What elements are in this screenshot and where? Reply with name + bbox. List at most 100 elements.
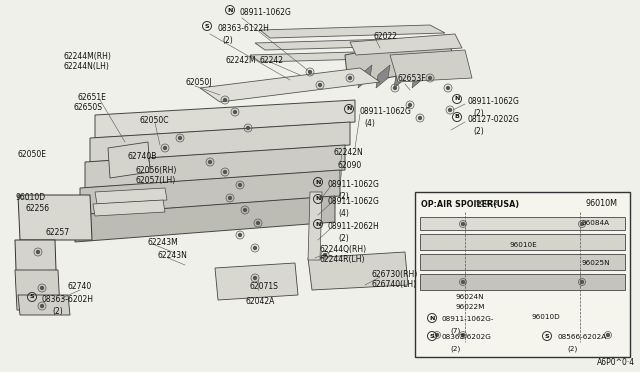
Text: 62056(RH): 62056(RH) — [136, 166, 177, 175]
Text: 62651E: 62651E — [78, 93, 107, 102]
Polygon shape — [390, 50, 472, 82]
Text: (4): (4) — [338, 209, 349, 218]
Polygon shape — [215, 263, 298, 300]
Circle shape — [209, 160, 211, 164]
Text: (2): (2) — [473, 109, 484, 118]
Bar — [415, 192, 630, 357]
Polygon shape — [18, 195, 92, 240]
Polygon shape — [308, 252, 408, 290]
Text: 08127-0202G: 08127-0202G — [467, 115, 519, 124]
Text: 62042A: 62042A — [245, 297, 275, 306]
Polygon shape — [260, 25, 445, 38]
Text: (2): (2) — [338, 192, 349, 201]
Text: (2): (2) — [52, 307, 63, 316]
Text: S: S — [545, 334, 549, 339]
Text: 62071S: 62071S — [250, 282, 279, 291]
Circle shape — [40, 305, 44, 308]
Text: 08911-2062H: 08911-2062H — [328, 222, 380, 231]
Circle shape — [223, 99, 227, 102]
Text: 62257: 62257 — [46, 228, 70, 237]
Text: 08911-1062G: 08911-1062G — [359, 107, 411, 116]
Text: 62650S: 62650S — [74, 103, 103, 112]
Polygon shape — [75, 196, 335, 242]
Text: 96010E: 96010E — [510, 242, 538, 248]
Text: 08911-1062G: 08911-1062G — [328, 180, 380, 189]
Text: (2): (2) — [473, 127, 484, 136]
Circle shape — [308, 71, 312, 74]
Polygon shape — [15, 240, 57, 300]
Polygon shape — [420, 274, 625, 290]
Text: 62242M: 62242M — [225, 56, 255, 65]
Circle shape — [429, 77, 431, 80]
Circle shape — [246, 126, 250, 129]
Circle shape — [394, 87, 397, 90]
Text: 62050E: 62050E — [18, 150, 47, 159]
Polygon shape — [200, 68, 380, 102]
Circle shape — [257, 221, 259, 224]
Polygon shape — [345, 35, 458, 85]
Text: N: N — [227, 7, 233, 13]
Text: OP:AIR SPOILER(USA): OP:AIR SPOILER(USA) — [421, 199, 519, 208]
Text: 62244R(LH): 62244R(LH) — [320, 255, 365, 264]
Polygon shape — [376, 65, 390, 88]
Polygon shape — [420, 254, 625, 270]
Polygon shape — [95, 188, 167, 204]
Text: 08363-6202H: 08363-6202H — [42, 295, 94, 304]
Text: (2): (2) — [450, 346, 460, 353]
Text: 62653F: 62653F — [398, 74, 427, 83]
Text: N: N — [316, 180, 321, 185]
Text: 62244N(LH): 62244N(LH) — [63, 62, 109, 71]
Circle shape — [435, 334, 438, 337]
Circle shape — [349, 77, 351, 80]
Circle shape — [253, 247, 257, 250]
Polygon shape — [80, 170, 340, 215]
Text: S: S — [29, 295, 35, 299]
Text: 08363-6122H: 08363-6122H — [217, 24, 269, 33]
Polygon shape — [18, 295, 70, 315]
Circle shape — [243, 208, 246, 212]
Circle shape — [239, 183, 241, 186]
Circle shape — [449, 109, 451, 112]
Text: 62022: 62022 — [374, 32, 398, 41]
Polygon shape — [90, 122, 350, 162]
Text: (2): (2) — [222, 36, 233, 45]
Polygon shape — [420, 217, 625, 230]
Text: A6P0^0·4: A6P0^0·4 — [597, 358, 635, 367]
Text: 62050C: 62050C — [140, 116, 170, 125]
Text: 626730(RH): 626730(RH) — [372, 270, 419, 279]
Text: 62057(LH): 62057(LH) — [136, 176, 176, 185]
Circle shape — [607, 334, 609, 337]
Circle shape — [580, 222, 584, 225]
Circle shape — [580, 280, 584, 283]
Text: 96025N: 96025N — [582, 260, 611, 266]
Text: 08911-1062G: 08911-1062G — [328, 197, 380, 206]
Text: 62244Q(RH): 62244Q(RH) — [320, 245, 367, 254]
Text: 62740: 62740 — [68, 282, 92, 291]
Text: 96084A: 96084A — [582, 220, 610, 226]
Polygon shape — [255, 38, 443, 50]
Text: 08566-6202A: 08566-6202A — [557, 334, 606, 340]
Text: N: N — [429, 315, 435, 321]
Circle shape — [408, 103, 412, 106]
Polygon shape — [394, 65, 408, 88]
Circle shape — [447, 87, 449, 90]
Polygon shape — [308, 192, 322, 260]
Circle shape — [461, 334, 465, 337]
Circle shape — [319, 83, 321, 87]
Circle shape — [253, 276, 257, 279]
Text: 96010M: 96010M — [585, 199, 617, 208]
Text: 62243N: 62243N — [158, 251, 188, 260]
Text: 96022: 96022 — [476, 200, 499, 206]
Polygon shape — [85, 145, 345, 188]
Text: (4): (4) — [364, 119, 375, 128]
Circle shape — [234, 110, 237, 113]
Text: 626740(LH): 626740(LH) — [372, 280, 417, 289]
Circle shape — [461, 222, 465, 225]
Text: 62243M: 62243M — [148, 238, 179, 247]
Text: S: S — [429, 334, 435, 339]
Circle shape — [223, 170, 227, 173]
Text: B: B — [454, 115, 460, 119]
Text: 08363-6202G: 08363-6202G — [442, 334, 492, 340]
Text: N: N — [316, 196, 321, 202]
Text: 08911-1062G: 08911-1062G — [467, 97, 519, 106]
